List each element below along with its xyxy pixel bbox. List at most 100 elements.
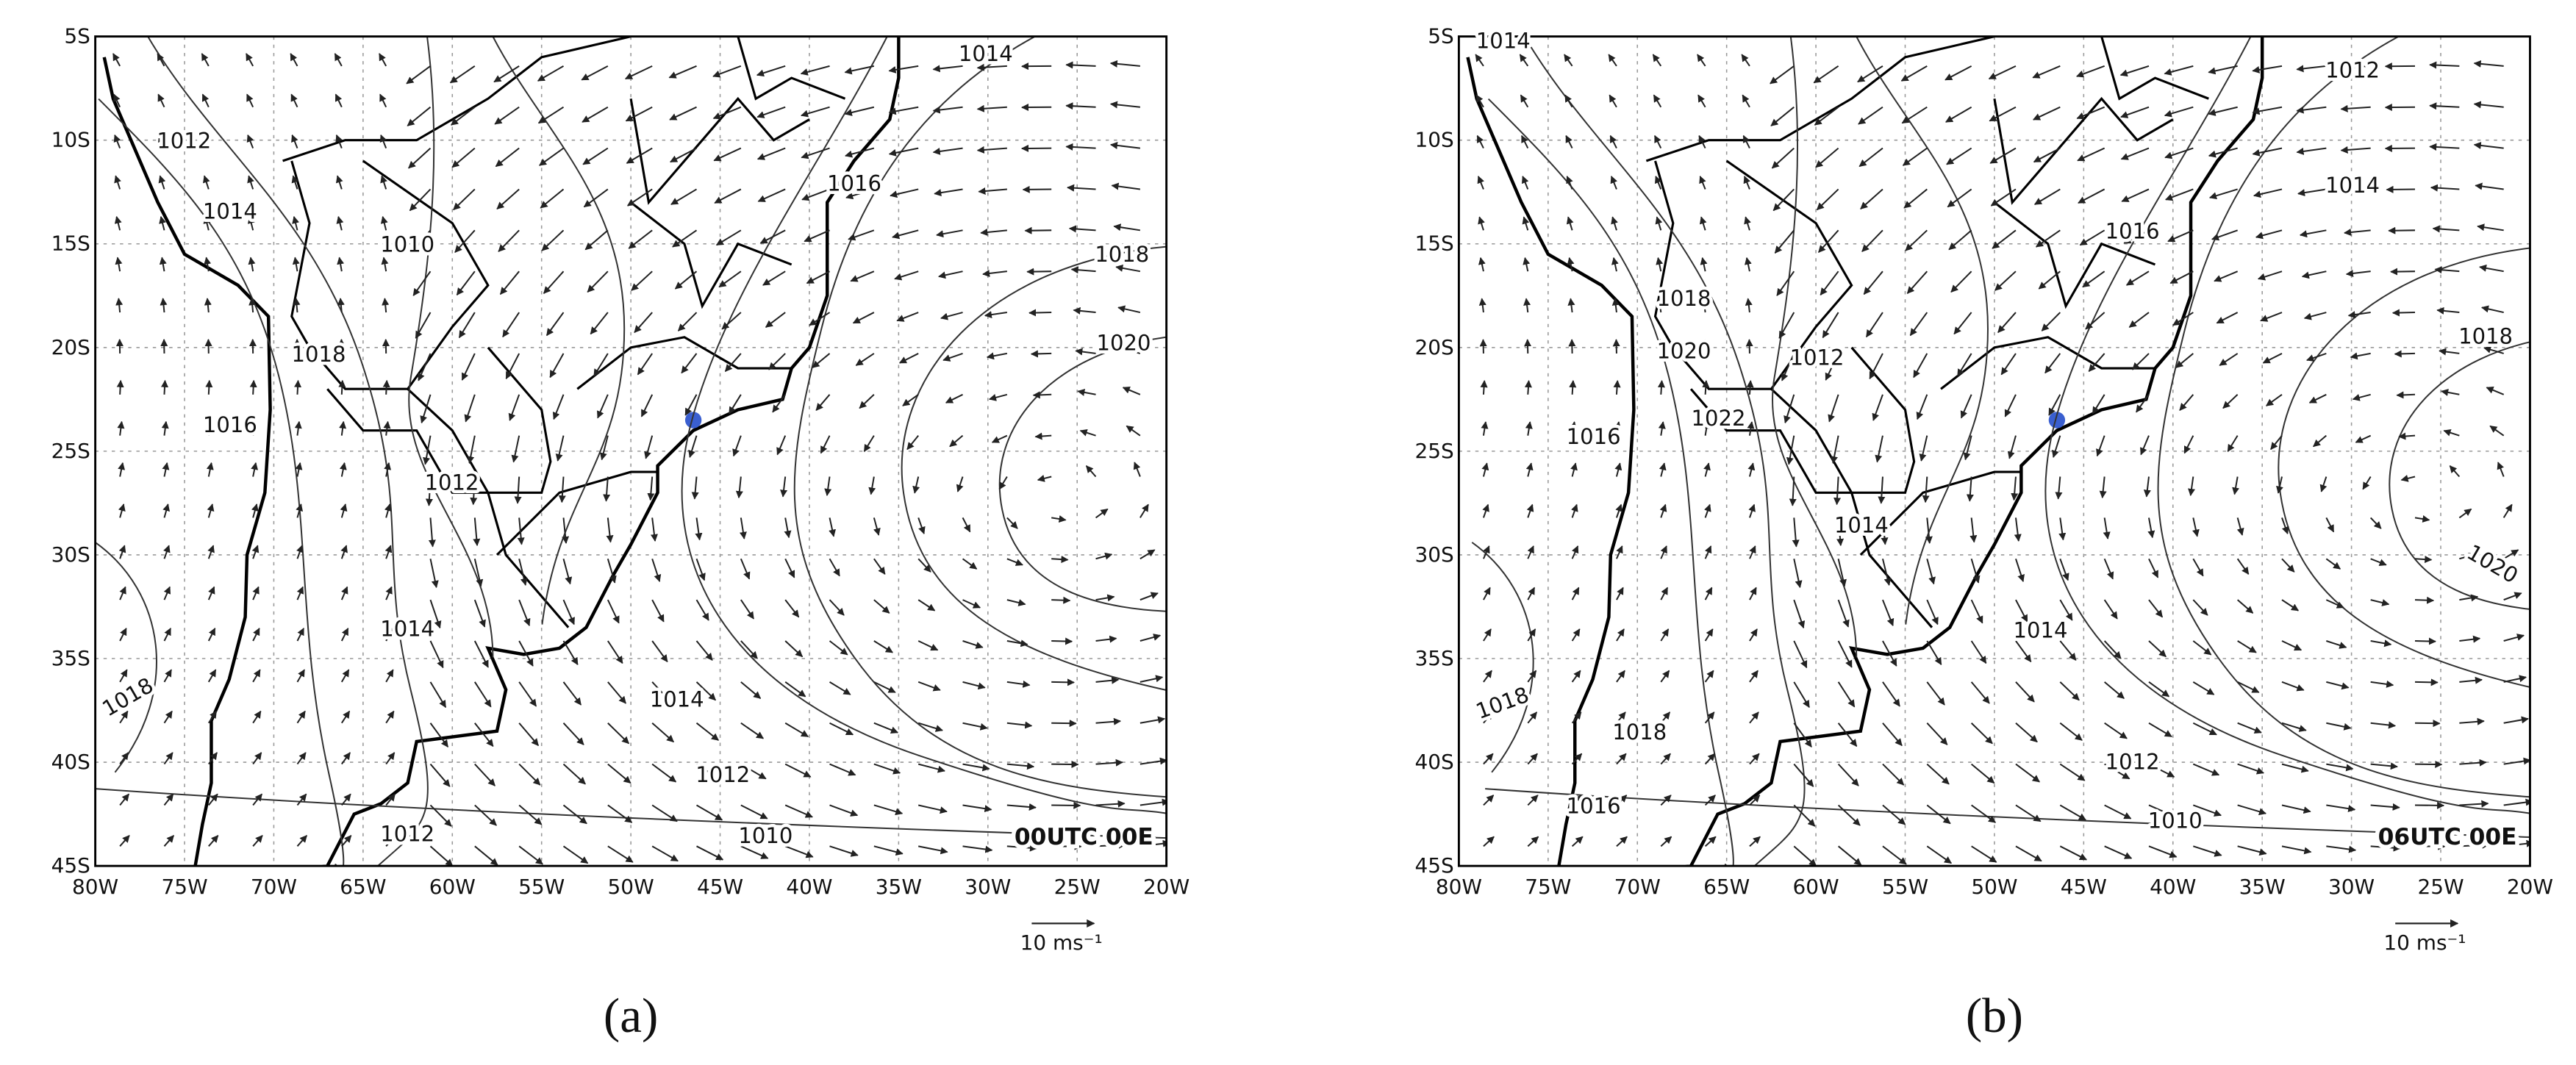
wind-vector	[1616, 670, 1625, 683]
wind-vector	[1051, 637, 1073, 645]
wind-vector	[246, 53, 254, 67]
border	[737, 36, 846, 101]
wind-vector	[640, 394, 654, 417]
wind-vector	[1860, 188, 1883, 209]
wind-vector	[2489, 425, 2505, 437]
wind-vector	[1567, 257, 1575, 272]
wind-vector	[1901, 106, 1928, 124]
wind-vector	[1527, 628, 1536, 642]
wind-vector	[382, 379, 390, 395]
wind-vector	[651, 804, 678, 822]
isobar-label: 1012	[695, 762, 750, 787]
wind-vector	[932, 106, 963, 114]
wind-vector	[2048, 394, 2061, 416]
wind-vector	[2483, 345, 2504, 354]
x-tick-label: 75W	[1525, 875, 1571, 899]
wind-vector	[2344, 228, 2371, 236]
wind-vector	[119, 835, 130, 847]
isobar-label: 1014	[2014, 618, 2068, 643]
wind-vector	[1658, 421, 1666, 436]
wind-vector	[290, 93, 298, 108]
wind-vector	[829, 640, 848, 656]
isobar-label: 1018	[1657, 286, 1711, 311]
wind-vector	[2079, 229, 2105, 246]
wind-vector	[2236, 558, 2250, 575]
wind-vector	[2103, 558, 2114, 580]
wind-vector	[2443, 428, 2460, 437]
border	[1940, 336, 2155, 390]
wind-vector	[940, 312, 963, 320]
wind-vector	[204, 298, 212, 313]
wind-vector	[584, 229, 609, 251]
wind-vector	[892, 229, 919, 240]
wind-vector	[1475, 94, 1484, 108]
wind-vector	[606, 517, 614, 543]
wind-vector	[2429, 143, 2460, 151]
wind-vector	[1006, 599, 1026, 606]
wind-vector	[1567, 298, 1575, 313]
wind-vector	[2164, 147, 2194, 159]
wind-vector	[474, 845, 498, 866]
wind-vector	[1926, 722, 1948, 745]
wind-vector	[1970, 599, 1983, 624]
wind-vector	[1704, 711, 1715, 724]
wind-vector	[2253, 188, 2283, 198]
wind-vector	[962, 804, 992, 813]
wind-vector	[382, 298, 390, 313]
wind-vector	[1095, 717, 1122, 725]
wind-vector	[119, 710, 129, 724]
wind-vector	[118, 503, 126, 518]
y-tick-label: 40S	[51, 750, 90, 774]
wind-vector	[2391, 309, 2416, 317]
wind-vector	[291, 134, 298, 148]
wind-vector	[2369, 517, 2382, 529]
wind-vector	[2326, 804, 2356, 813]
wind-vector	[762, 270, 786, 286]
wind-vector	[1793, 559, 1803, 589]
wind-vector	[1704, 503, 1711, 518]
wind-vector	[2441, 388, 2460, 396]
wind-vector	[1970, 763, 1995, 784]
wind-vector	[2227, 435, 2239, 453]
wind-vector	[562, 804, 587, 825]
wind-vector	[2326, 681, 2350, 690]
wind-vector	[248, 298, 257, 313]
wind-vector	[2103, 517, 2111, 539]
wind-vector	[2252, 106, 2283, 115]
wind-vector	[962, 599, 981, 609]
panel-caption: (a)	[604, 988, 658, 1043]
wind-vector	[384, 545, 393, 559]
wind-vector	[582, 147, 609, 165]
wind-vector	[2015, 558, 2025, 583]
map-content	[95, 36, 1167, 867]
wind-vector	[2265, 393, 2283, 406]
panel-caption: (b)	[1966, 988, 2023, 1043]
wind-vector	[1875, 435, 1883, 463]
wind-vector	[163, 545, 171, 559]
wind-vector	[406, 65, 432, 85]
wind-vector	[1793, 804, 1816, 827]
wind-vector	[1523, 257, 1531, 272]
wind-vector	[1970, 722, 1993, 745]
wind-vector	[2340, 63, 2371, 71]
wind-vector	[1616, 628, 1625, 642]
wind-vector	[1478, 298, 1486, 313]
wind-vector	[2429, 102, 2460, 110]
wind-vector	[695, 558, 706, 581]
wind-vector	[2214, 270, 2239, 282]
wind-vector	[502, 312, 520, 338]
wind-vector	[962, 845, 993, 853]
wind-vector	[1519, 54, 1529, 67]
wind-vector	[252, 628, 260, 642]
wind-vector	[296, 669, 305, 683]
wind-vector	[590, 312, 609, 335]
wind-vector	[1659, 462, 1667, 477]
isobar	[147, 36, 429, 867]
border	[1859, 470, 2022, 556]
wind-vector	[2188, 476, 2195, 497]
wind-vector	[2429, 61, 2460, 69]
wind-vector	[824, 476, 832, 497]
wind-vector	[651, 640, 668, 663]
wind-vector	[2148, 599, 2164, 618]
